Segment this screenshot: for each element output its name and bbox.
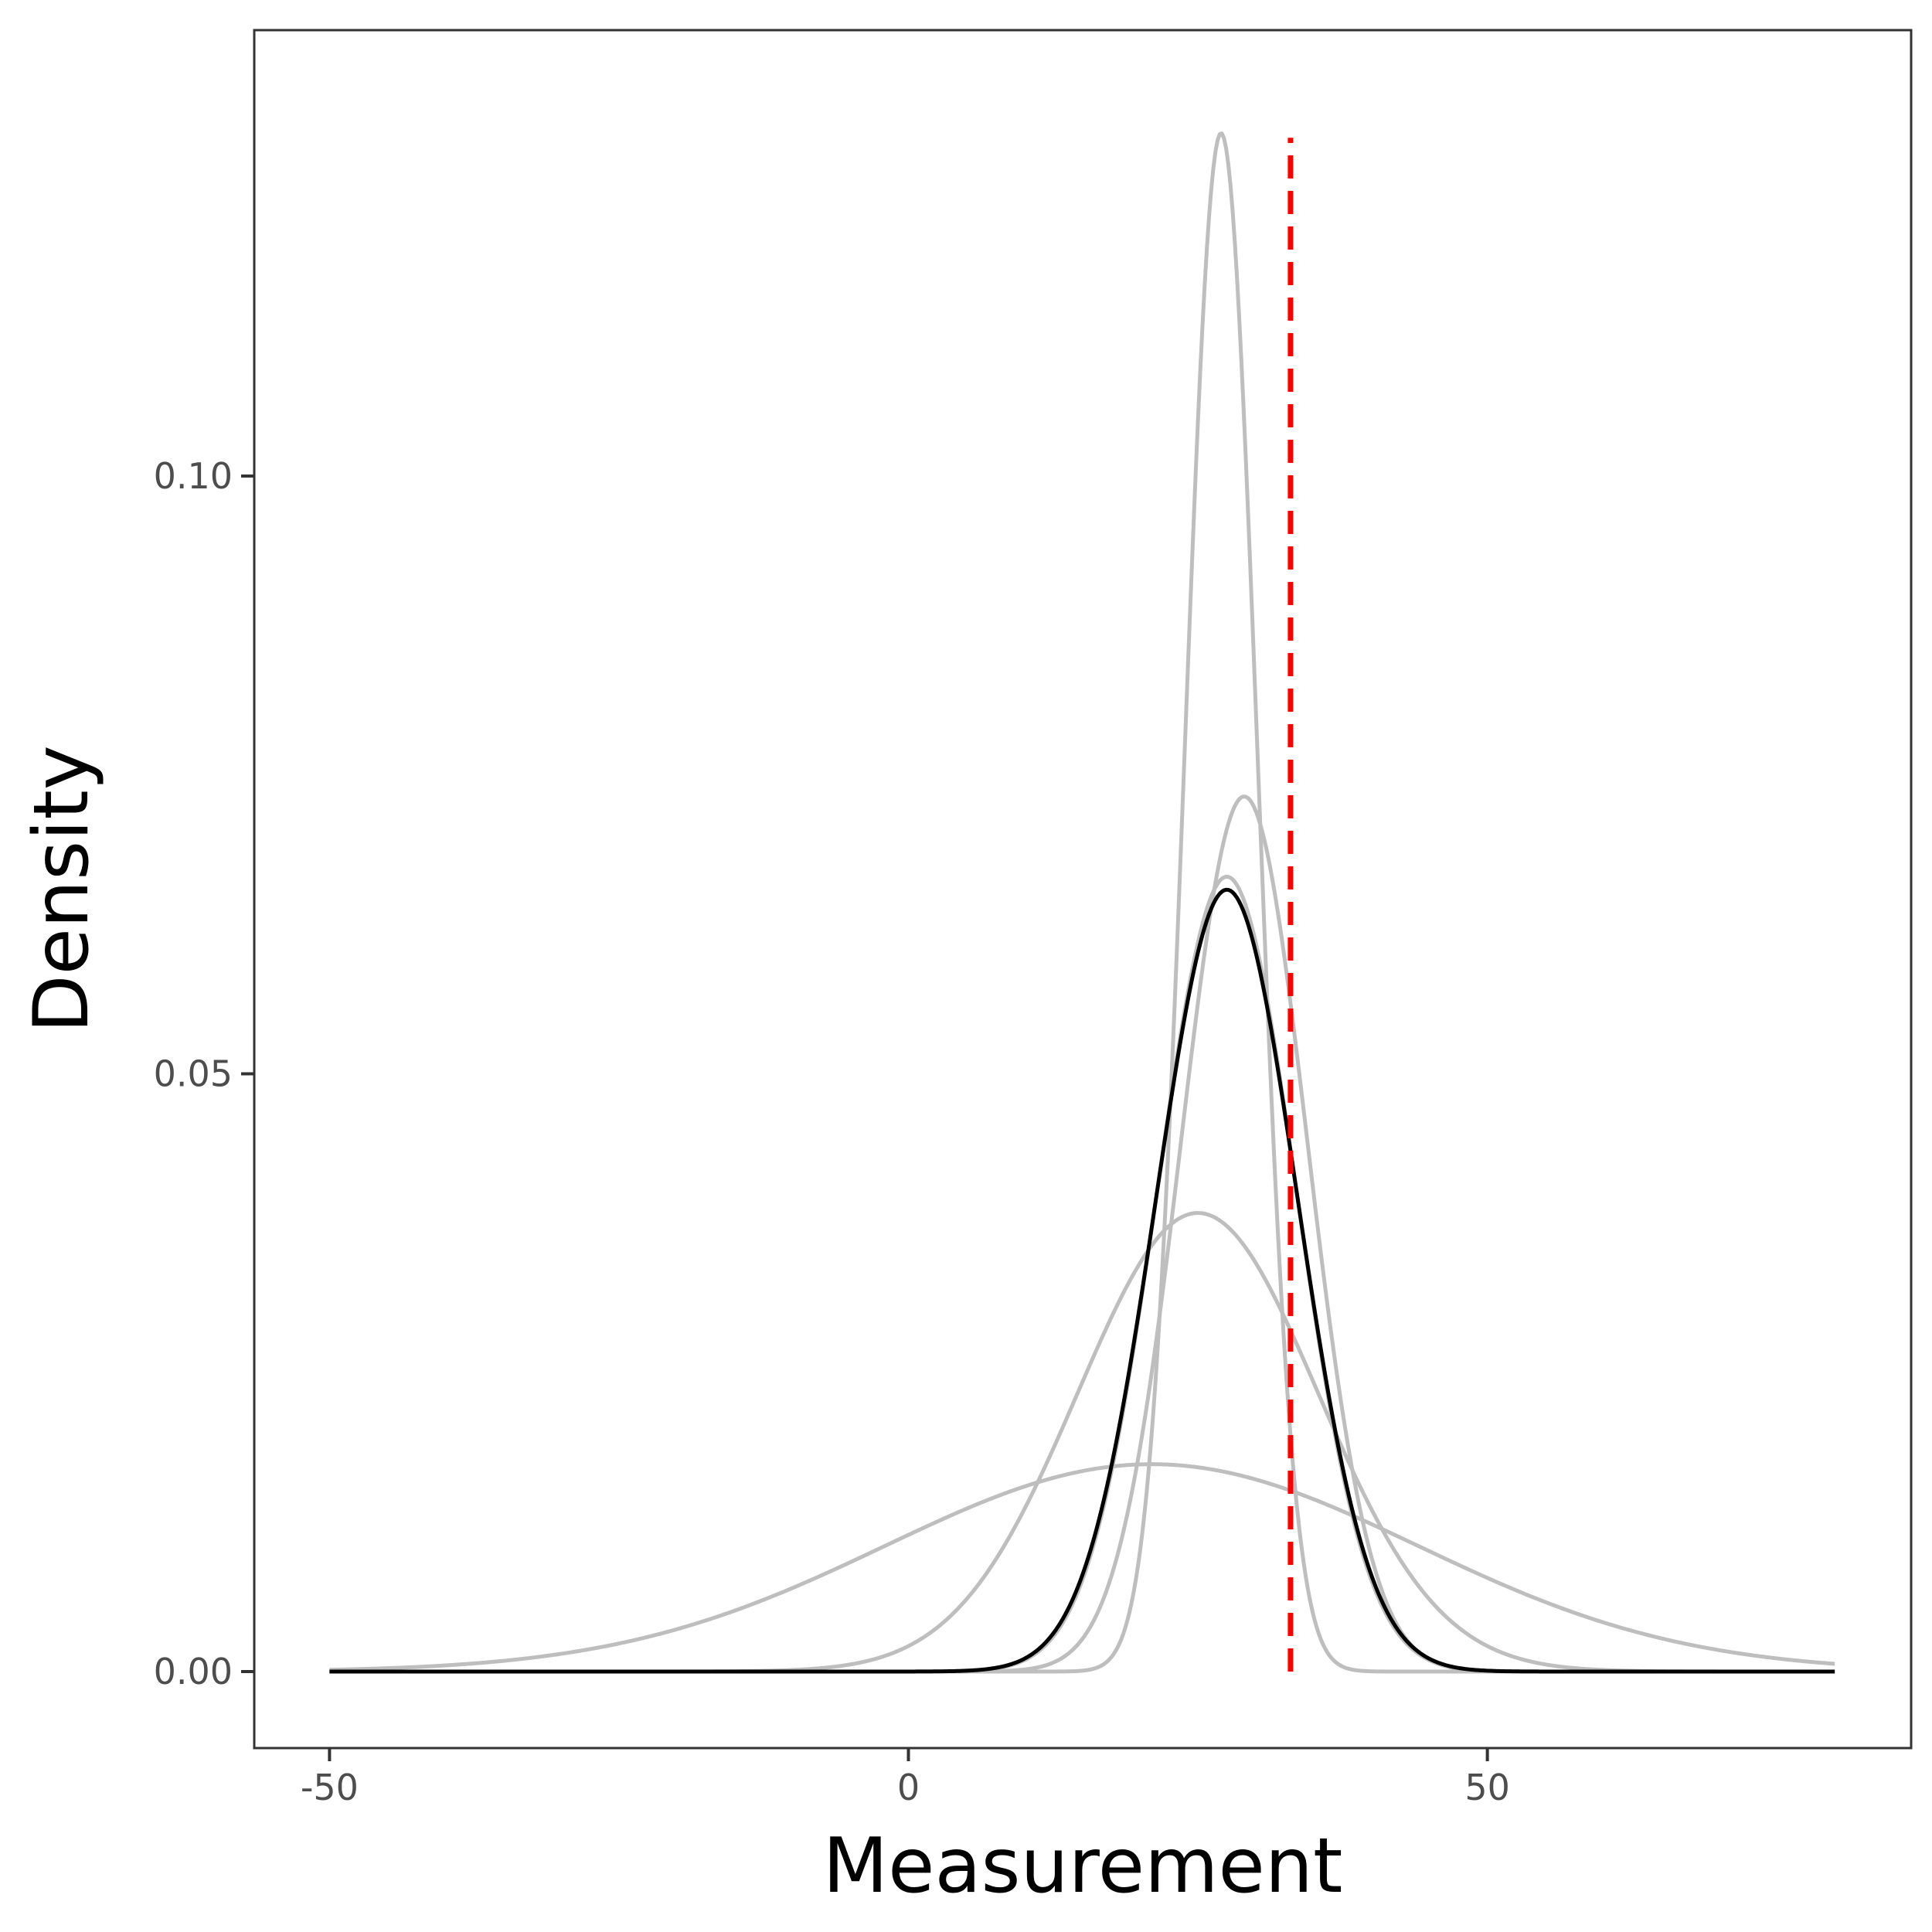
density-curve-5 (329, 1462, 1835, 1672)
x-tick-label: 0 (897, 1767, 920, 1808)
y-axis-title: Density (18, 745, 106, 1033)
panel-border (253, 29, 1913, 1750)
y-tick-label: 0.05 (154, 1053, 233, 1095)
y-tick-label: 0.00 (154, 1651, 233, 1692)
y-axis: 0.00 0.05 0.10 (154, 455, 254, 1692)
y-tick-label: 0.10 (154, 455, 233, 497)
x-axis: -50 0 50 (301, 1748, 1510, 1808)
x-tick-label: 50 (1464, 1767, 1510, 1808)
x-axis-title: Measurement (823, 1822, 1343, 1910)
density-curves (329, 131, 1835, 1674)
density-curve-6 (329, 887, 1835, 1674)
x-tick-label: -50 (301, 1767, 359, 1808)
